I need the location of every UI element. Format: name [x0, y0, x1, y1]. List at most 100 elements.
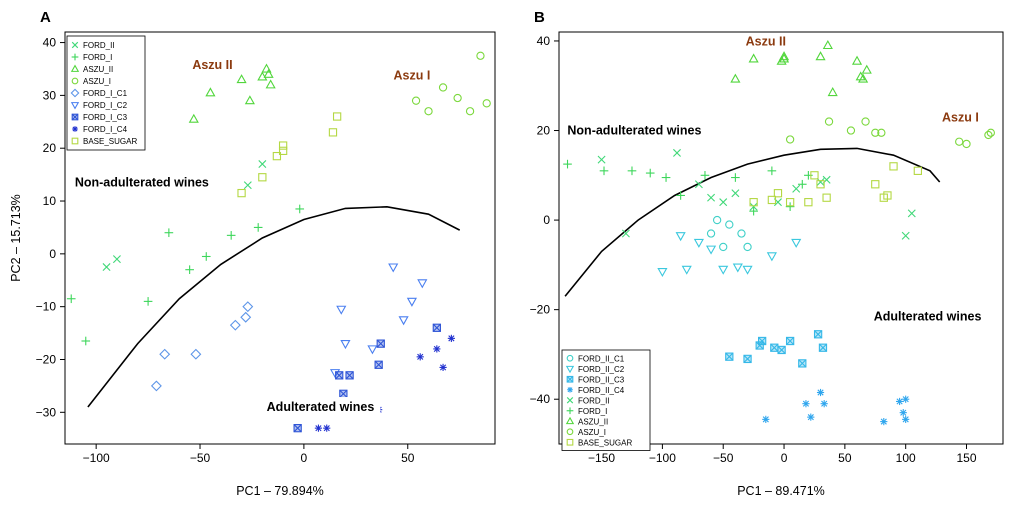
series-ford-ii-c2 [657, 232, 802, 278]
data-point [757, 336, 767, 346]
data-point [719, 198, 728, 207]
x-tick-label: 0 [781, 451, 788, 465]
panel-label: B [534, 9, 545, 26]
legend-label: FORD_II_C2 [578, 365, 625, 374]
data-point [815, 51, 826, 61]
data-point [706, 229, 716, 238]
data-point [719, 242, 728, 252]
data-point [816, 180, 825, 189]
legend-label: BASE_SUGAR [578, 438, 632, 447]
data-point [743, 242, 752, 252]
data-point [416, 353, 424, 361]
data-point [388, 263, 399, 273]
data-point [955, 137, 964, 146]
data-point [804, 198, 813, 207]
data-point [705, 245, 717, 255]
data-point [439, 363, 447, 372]
data-point [645, 168, 655, 178]
legend-frame [561, 349, 651, 451]
y-tick-label: 20 [43, 141, 57, 155]
data-point [820, 400, 828, 408]
series-base-sugar [749, 162, 922, 207]
series-aszu-i [785, 117, 995, 149]
annotation-aszu: Aszu I [394, 69, 431, 83]
legend-marker [566, 354, 574, 362]
annotation-region: Adulterated wines [874, 309, 982, 323]
data-point [785, 336, 795, 346]
y-tick-label: 20 [537, 124, 551, 138]
legend-marker [70, 88, 80, 98]
x-tick-label: −150 [588, 451, 615, 465]
data-point [827, 87, 838, 97]
data-point [880, 418, 888, 426]
x-axis-label: PC1 – 89.471% [737, 484, 825, 498]
data-point [773, 189, 783, 198]
data-point [742, 265, 753, 275]
legend-marker [566, 428, 574, 436]
data-point [792, 184, 801, 193]
x-tick-label: −50 [713, 451, 734, 465]
data-point [797, 179, 807, 189]
data-point [621, 229, 630, 238]
data-point [962, 139, 971, 149]
legend-marker [566, 438, 574, 446]
y-tick-label: 40 [43, 36, 57, 50]
data-point [791, 238, 802, 248]
data-point [675, 232, 686, 242]
data-point [810, 171, 819, 180]
data-point [164, 228, 174, 238]
data-point [725, 220, 734, 229]
data-point [700, 170, 710, 180]
data-point [901, 231, 910, 240]
legend-label: FORD_I [578, 407, 607, 416]
data-point [185, 265, 194, 275]
data-point [748, 53, 759, 63]
legend-marker [71, 53, 79, 61]
data-point [482, 99, 491, 108]
data-point [102, 263, 111, 272]
data-point [244, 95, 255, 105]
legend-label: FORD_I_C4 [83, 125, 128, 134]
panel-b: −150 −100 −50 0 50 100 150 −40 −20 0 20 40 B PC1 – 89… [530, 9, 1004, 498]
legend-label: FORD_I_C1 [83, 89, 128, 98]
data-point [263, 68, 274, 78]
data-point [66, 294, 76, 304]
legend-marker [71, 113, 79, 121]
data-point [314, 424, 323, 432]
data-point [871, 180, 880, 189]
data-point [778, 51, 790, 61]
data-point [465, 107, 475, 116]
series-ford-ii-c4 [762, 388, 910, 426]
plot-frame [64, 31, 496, 445]
data-point [673, 148, 681, 157]
data-point [367, 345, 378, 355]
data-point [861, 64, 872, 74]
data-point [770, 343, 779, 352]
series-base-sugar [237, 112, 342, 198]
legend-label: FORD_I [83, 53, 112, 62]
y-tick-label: 30 [43, 88, 57, 102]
data-point [345, 371, 354, 380]
data-point [816, 388, 825, 397]
legend-label: ASZU_II [83, 65, 113, 74]
data-point [411, 96, 421, 105]
data-point [293, 424, 302, 433]
data-point [627, 166, 637, 176]
data-point [707, 193, 716, 202]
data-point [749, 198, 758, 207]
series-ford-ii [102, 160, 267, 272]
data-point [889, 162, 898, 171]
data-point [762, 415, 770, 423]
data-point [802, 400, 810, 408]
data-point [776, 55, 787, 65]
series-aszu-i [411, 51, 491, 116]
legend-marker [565, 416, 575, 425]
y-tick-label: −10 [36, 300, 57, 314]
data-point [816, 178, 825, 187]
data-point [242, 301, 254, 313]
x-tick-label: 0 [301, 451, 308, 465]
x-tick-label: −50 [190, 451, 211, 465]
y-tick-label: 40 [537, 34, 551, 48]
data-point [159, 348, 171, 360]
